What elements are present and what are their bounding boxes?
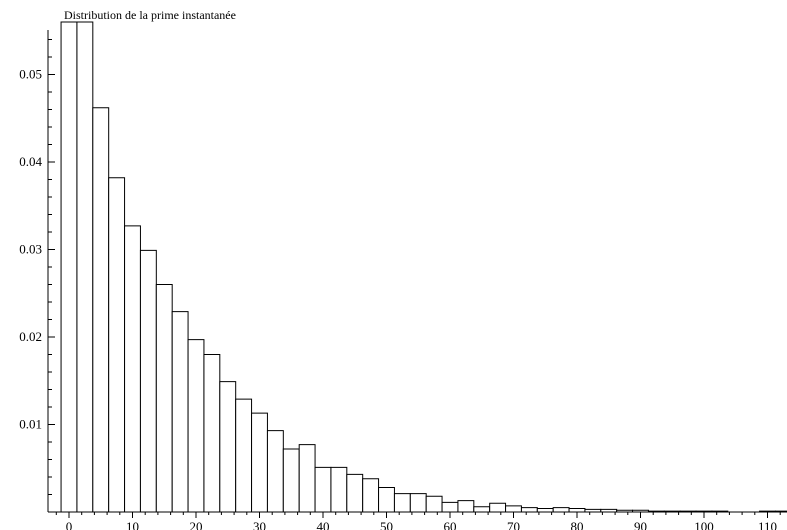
histogram-bar	[124, 225, 141, 513]
y-tick-label: 0.02	[19, 329, 42, 344]
x-tick-label: 40	[317, 519, 330, 530]
y-tick-label: 0.01	[19, 417, 42, 432]
x-tick-label: 70	[507, 519, 520, 530]
histogram-bar	[282, 448, 300, 513]
histogram-bar	[489, 502, 507, 513]
histogram-bar	[505, 505, 522, 513]
y-tick-label: 0.04	[19, 154, 42, 169]
histogram-bar	[251, 412, 268, 513]
axes-group: 0 10 20 30 40 50 60 70 80 90 100 110 0.01 0.02 0.03 0.0…	[19, 30, 787, 530]
x-tick-label: 100	[694, 519, 714, 530]
histogram-bar	[330, 466, 348, 513]
histogram-bar	[60, 21, 78, 513]
histogram-bar	[393, 493, 411, 513]
histogram-bar	[346, 473, 364, 513]
histogram-bar	[92, 107, 110, 513]
x-tick-label: 50	[380, 519, 393, 530]
x-tick-label: 90	[634, 519, 647, 530]
x-tick-label: 80	[571, 519, 584, 530]
x-tick-label: 60	[444, 519, 457, 530]
histogram-bar	[552, 507, 570, 513]
histogram-bar	[441, 501, 459, 513]
histogram-bar	[520, 507, 538, 513]
x-tick-label: 20	[190, 519, 203, 530]
x-tick-label: 110	[758, 519, 777, 530]
histogram-bar	[139, 249, 157, 513]
histogram-bar	[457, 500, 475, 513]
histogram-bar	[187, 339, 205, 513]
x-tick-label: 10	[126, 519, 139, 530]
histogram-bar	[473, 506, 491, 513]
y-tick-label: 0.05	[19, 67, 42, 82]
histogram-bar	[155, 284, 173, 513]
histogram-bar	[298, 444, 316, 513]
histogram-bar	[219, 381, 237, 513]
histogram-bar	[108, 177, 126, 513]
histogram-bar	[536, 508, 554, 513]
histogram-bar	[235, 398, 253, 513]
bars-group	[60, 21, 787, 513]
histogram-bar	[378, 487, 395, 513]
histogram-bar	[266, 430, 284, 513]
y-tick-label: 0.03	[19, 242, 42, 257]
histogram-bar	[314, 466, 332, 513]
histogram-bar	[76, 21, 94, 513]
histogram-bar	[171, 311, 189, 513]
histogram-bar	[568, 508, 586, 513]
chart-title: Distribution de la prime instantanée	[64, 8, 236, 22]
histogram-bar	[425, 495, 443, 513]
histogram-bar	[409, 493, 427, 513]
x-tick-label: 30	[253, 519, 266, 530]
x-tick-label: 0	[66, 519, 73, 530]
histogram-bar	[203, 354, 221, 513]
histogram-bar	[362, 478, 380, 513]
